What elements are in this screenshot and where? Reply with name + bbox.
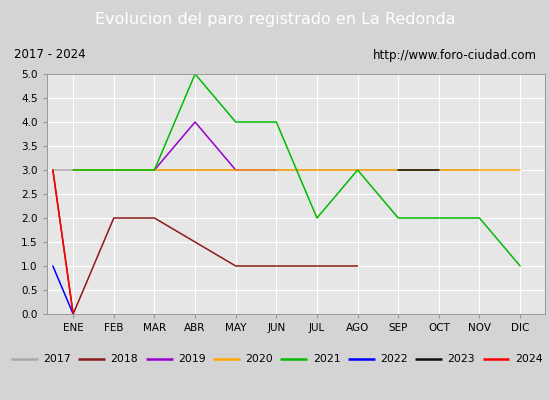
Text: http://www.foro-ciudad.com: http://www.foro-ciudad.com	[372, 48, 536, 62]
Text: 2017 - 2024: 2017 - 2024	[14, 48, 85, 62]
Text: 2017: 2017	[43, 354, 71, 364]
Text: 2021: 2021	[313, 354, 340, 364]
Text: 2018: 2018	[111, 354, 138, 364]
Text: 2019: 2019	[178, 354, 206, 364]
Text: 2022: 2022	[380, 354, 408, 364]
Text: 2023: 2023	[448, 354, 475, 364]
Text: 2020: 2020	[245, 354, 273, 364]
Text: Evolucion del paro registrado en La Redonda: Evolucion del paro registrado en La Redo…	[95, 12, 455, 27]
Text: 2024: 2024	[515, 354, 542, 364]
